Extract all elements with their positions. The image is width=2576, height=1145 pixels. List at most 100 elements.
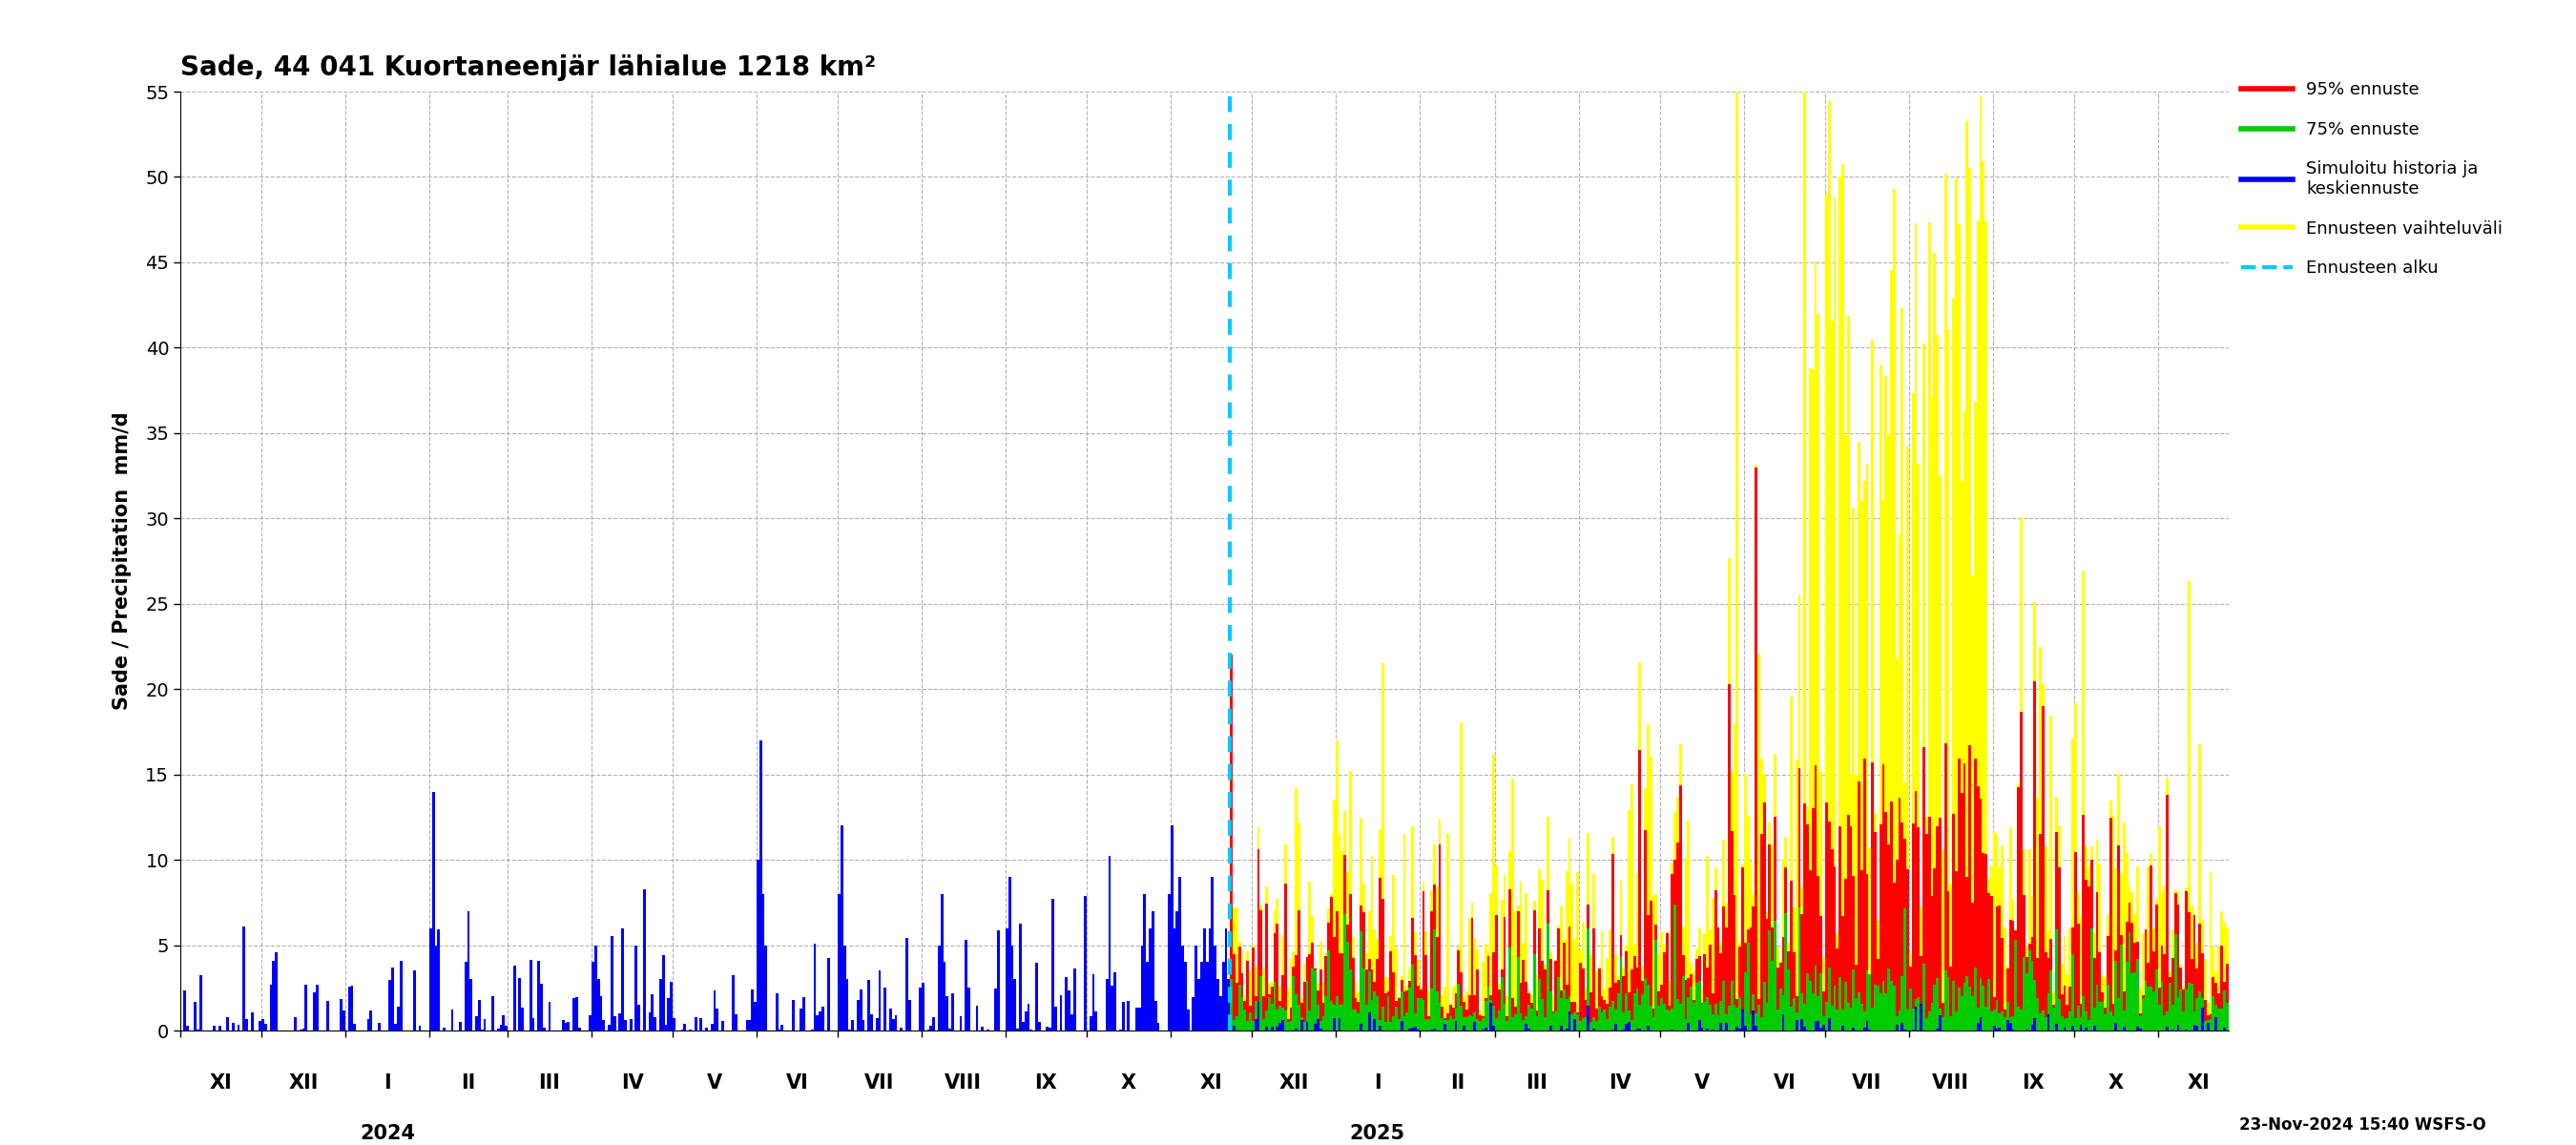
Bar — [2035, 957, 2038, 998]
Bar — [696, 1017, 698, 1030]
Bar — [1703, 933, 1705, 955]
Bar — [1991, 1011, 1994, 1030]
Bar — [1051, 899, 1054, 1030]
Bar — [1636, 874, 1638, 968]
Bar — [1543, 965, 1546, 970]
Bar — [466, 911, 469, 1030]
Bar — [2004, 1018, 2007, 1030]
Bar — [2138, 1013, 2141, 1017]
Bar — [1605, 1019, 1610, 1030]
Bar — [744, 1020, 750, 1030]
Bar — [1278, 986, 1280, 1001]
Bar — [520, 1008, 523, 1030]
Bar — [1628, 810, 1631, 993]
Bar — [562, 1020, 564, 1030]
Bar — [1417, 1029, 1419, 1030]
Bar — [1368, 1012, 1370, 1030]
Bar — [1935, 985, 1937, 1030]
Bar — [1819, 916, 1821, 973]
Bar — [1994, 1010, 1996, 1030]
Bar — [1664, 945, 1667, 951]
Bar — [1620, 935, 1623, 957]
Bar — [348, 987, 350, 1031]
Bar — [1917, 997, 1919, 1030]
Bar — [1515, 911, 1517, 1006]
Bar — [1721, 1001, 1723, 1030]
Bar — [1762, 773, 1765, 803]
Bar — [1888, 969, 1891, 1030]
Bar — [1865, 874, 1868, 970]
Bar — [1440, 1018, 1443, 1030]
Text: III: III — [538, 1073, 562, 1092]
Bar — [1561, 990, 1564, 998]
Bar — [1543, 970, 1546, 1018]
Bar — [1747, 930, 1749, 943]
Bar — [1942, 1018, 1945, 1030]
Bar — [1631, 784, 1633, 970]
Bar — [1373, 992, 1376, 1030]
Bar — [2210, 1019, 2213, 1030]
Bar — [1953, 299, 1955, 814]
Bar — [1674, 812, 1677, 860]
Bar — [1582, 969, 1584, 1018]
Bar — [2074, 852, 2076, 1019]
Bar — [1994, 830, 1996, 997]
Bar — [1682, 976, 1685, 1030]
Bar — [1476, 1019, 1479, 1030]
Bar — [2218, 1009, 2221, 1030]
Bar — [1383, 993, 1386, 1021]
Bar — [1705, 1028, 1708, 1031]
Bar — [714, 990, 716, 1030]
Bar — [1883, 764, 1886, 981]
Bar — [2125, 962, 2128, 1030]
Bar — [822, 1006, 824, 1030]
Bar — [1929, 396, 1935, 895]
Bar — [1976, 1022, 1978, 1030]
Bar — [2017, 1006, 2020, 1030]
Bar — [621, 929, 623, 1030]
Bar — [2166, 779, 2169, 795]
Bar — [1968, 986, 1971, 1030]
Bar — [1579, 1021, 1582, 1030]
Bar — [1558, 925, 1561, 929]
Bar — [1396, 1001, 1399, 1006]
Bar — [1350, 970, 1352, 1030]
Bar — [1937, 1028, 1940, 1031]
Bar — [1520, 1013, 1522, 1030]
Bar — [1484, 1001, 1486, 1030]
Bar — [1984, 221, 1989, 854]
Bar — [1772, 845, 1775, 927]
Bar — [2164, 955, 2166, 1016]
Bar — [399, 961, 402, 1030]
Bar — [1659, 932, 1664, 985]
Bar — [263, 1019, 265, 1030]
Bar — [1793, 907, 1795, 951]
Bar — [1466, 1010, 1468, 1017]
Bar — [1417, 960, 1419, 986]
Bar — [1270, 981, 1273, 987]
Bar — [1795, 996, 1798, 1012]
Bar — [1777, 968, 1780, 1009]
Bar — [2190, 984, 2192, 1030]
Bar — [1579, 963, 1582, 1021]
Bar — [2066, 1018, 2069, 1030]
Bar — [1927, 222, 1929, 816]
Bar — [1819, 1028, 1821, 1031]
Bar — [1038, 1022, 1041, 1030]
Bar — [2195, 942, 2197, 969]
Bar — [2141, 995, 2143, 998]
Bar — [1378, 1020, 1381, 1030]
Bar — [2184, 891, 2187, 989]
Bar — [1543, 1018, 1546, 1030]
Bar — [1262, 996, 1265, 1019]
Bar — [1922, 963, 1924, 1030]
Bar — [1319, 1028, 1321, 1031]
Bar — [1314, 968, 1316, 969]
Bar — [2125, 853, 2128, 922]
Bar — [1432, 845, 1435, 884]
Bar — [1896, 1025, 1899, 1030]
Bar — [2056, 797, 2058, 831]
Bar — [721, 1021, 724, 1030]
Bar — [1783, 859, 1785, 938]
Bar — [1798, 768, 1801, 908]
